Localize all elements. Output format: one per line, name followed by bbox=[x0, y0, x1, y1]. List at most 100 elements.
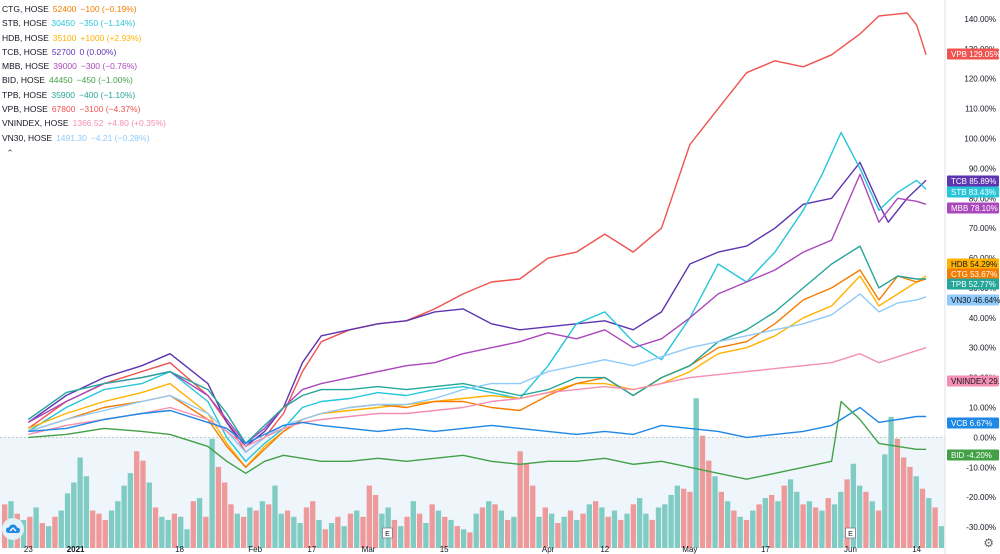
x-tick-label: 12 bbox=[600, 545, 609, 554]
y-tick-label: 120.00% bbox=[964, 75, 996, 84]
volume-bar bbox=[844, 479, 850, 548]
y-tick-label: 80.00% bbox=[969, 194, 996, 203]
legend-symbol: TCB, HOSE bbox=[2, 46, 48, 57]
volume-bar bbox=[592, 501, 599, 548]
volume-bar bbox=[611, 510, 618, 548]
series-line-hdb bbox=[28, 275, 927, 468]
volume-bar bbox=[127, 473, 134, 548]
volume-bar bbox=[303, 507, 310, 548]
x-tick-label: Jun bbox=[844, 545, 857, 554]
volume-bar bbox=[209, 438, 215, 548]
volume-bar bbox=[787, 479, 794, 548]
series-line-vn30 bbox=[28, 293, 927, 453]
volume-bar bbox=[599, 507, 605, 548]
volume-bar bbox=[856, 485, 863, 548]
marker-box bbox=[382, 527, 393, 539]
series-line-tpb bbox=[27, 245, 927, 445]
settings-button[interactable]: ⚙ bbox=[983, 536, 994, 550]
series-lines bbox=[27, 12, 927, 480]
legend-price: 1366.52 bbox=[72, 118, 104, 129]
legend-row[interactable]: VNINDEX, HOSE 1366.52 +4.80 (+0.35%) bbox=[2, 116, 166, 130]
tag-box bbox=[947, 375, 999, 387]
volume-bar bbox=[523, 463, 530, 548]
legend-row[interactable]: HDB, HOSE 35100 +1000 (+2.93%) bbox=[2, 31, 166, 45]
volume-bar bbox=[234, 513, 240, 548]
marker-box bbox=[845, 527, 856, 539]
volume-bar bbox=[555, 523, 561, 548]
volume-bar bbox=[913, 476, 919, 548]
tag-text: TPB 52.77% bbox=[951, 280, 996, 289]
volume-bar bbox=[146, 482, 152, 548]
legend-row[interactable]: TCB, HOSE 52700 0 (0.00%) bbox=[2, 45, 166, 59]
tradingview-logo[interactable] bbox=[2, 518, 24, 540]
volume-bar bbox=[655, 507, 662, 548]
volume-bar bbox=[165, 519, 171, 548]
volume-bar bbox=[190, 501, 196, 548]
volume-bar bbox=[27, 516, 33, 548]
volume-bar bbox=[687, 491, 693, 548]
volume-bar bbox=[39, 523, 46, 548]
volume-bar bbox=[322, 529, 328, 548]
gear-icon: ⚙ bbox=[983, 536, 994, 550]
series-line-vpb bbox=[27, 12, 927, 453]
volume-bar bbox=[580, 513, 586, 548]
marker-label: E bbox=[848, 531, 853, 538]
tag-box bbox=[947, 258, 999, 270]
volume-bar bbox=[668, 494, 674, 548]
volume-bar bbox=[372, 494, 379, 548]
volume-bar bbox=[20, 519, 27, 548]
volume-bar bbox=[121, 485, 127, 548]
legend-row[interactable]: TPB, HOSE 35900 −400 (−1.10%) bbox=[2, 88, 166, 102]
tag-text: BID -4.20% bbox=[951, 451, 992, 460]
collapse-legend-button[interactable]: ⌃ bbox=[3, 147, 17, 159]
y-tick-label: 110.00% bbox=[965, 105, 996, 114]
last-value-tag-vnindex: VNINDEX 29.93% bbox=[947, 375, 1000, 387]
volume-bar bbox=[768, 494, 775, 548]
legend-row[interactable]: MBB, HOSE 39000 −300 (−0.76%) bbox=[2, 59, 166, 73]
volume-bar bbox=[863, 491, 869, 548]
legend-price: 52400 bbox=[52, 4, 77, 14]
x-tick-label: Feb bbox=[248, 545, 262, 554]
volume-bar bbox=[473, 513, 479, 548]
volume-bar bbox=[410, 501, 416, 548]
volume-bar bbox=[347, 513, 354, 548]
volume-bar bbox=[71, 482, 77, 548]
x-tick-label: 15 bbox=[440, 545, 449, 554]
volume-bar bbox=[888, 416, 894, 548]
volume-bar bbox=[435, 510, 442, 548]
volume-bar bbox=[850, 463, 857, 548]
volume-bar bbox=[460, 529, 467, 548]
legend-price: 52700 bbox=[51, 46, 76, 57]
last-value-tag-vpb: VPB 129.05% bbox=[947, 48, 1000, 60]
series-line-tcb bbox=[27, 161, 927, 448]
y-tick-label: 70.00% bbox=[969, 224, 996, 233]
time-axis: 23 2021 18 Feb 17 Mar 15 Apr 12 May 17 Jun 14 E E bbox=[24, 527, 922, 554]
volume-bar bbox=[636, 498, 643, 548]
volume-bar bbox=[360, 516, 366, 548]
legend-row[interactable]: VN30, HOSE 1491.30 −4.21 (−0.28%) bbox=[2, 131, 166, 145]
y-tick-label: -10.00% bbox=[966, 463, 996, 472]
volume-bar bbox=[429, 504, 435, 548]
legend-change: −350 (−1.14%) bbox=[78, 18, 136, 29]
last-value-tag-stb: STB 83.43% bbox=[947, 186, 999, 198]
legend-row[interactable]: BID, HOSE 44450 −450 (−1.00%) bbox=[2, 73, 166, 87]
volume-bar bbox=[894, 438, 901, 548]
tag-box bbox=[947, 294, 999, 306]
legend-row[interactable]: VPB, HOSE 67800 −3100 (−4.37%) bbox=[2, 102, 166, 116]
legend-change: 0 (0.00%) bbox=[79, 46, 117, 57]
y-tick-label: -30.00% bbox=[966, 523, 996, 532]
volume-bar bbox=[706, 460, 712, 548]
cloud-logo-icon bbox=[6, 524, 20, 533]
legend-change: −3100 (−4.37%) bbox=[79, 104, 141, 115]
legend-row[interactable]: STB, HOSE 30450 −350 (−1.14%) bbox=[2, 16, 166, 30]
legend-row[interactable]: CTG, HOSE 52400 −100 (−0.19%) bbox=[2, 2, 166, 16]
volume-bar bbox=[366, 485, 372, 548]
volume-bar bbox=[838, 491, 844, 548]
volume-bar bbox=[775, 501, 781, 548]
x-tick-label: 17 bbox=[307, 545, 316, 554]
legend-change: +4.80 (+0.35%) bbox=[107, 118, 166, 129]
volume-bar bbox=[756, 504, 762, 548]
legend-price: 35100 bbox=[52, 32, 77, 43]
tag-box bbox=[947, 175, 999, 187]
